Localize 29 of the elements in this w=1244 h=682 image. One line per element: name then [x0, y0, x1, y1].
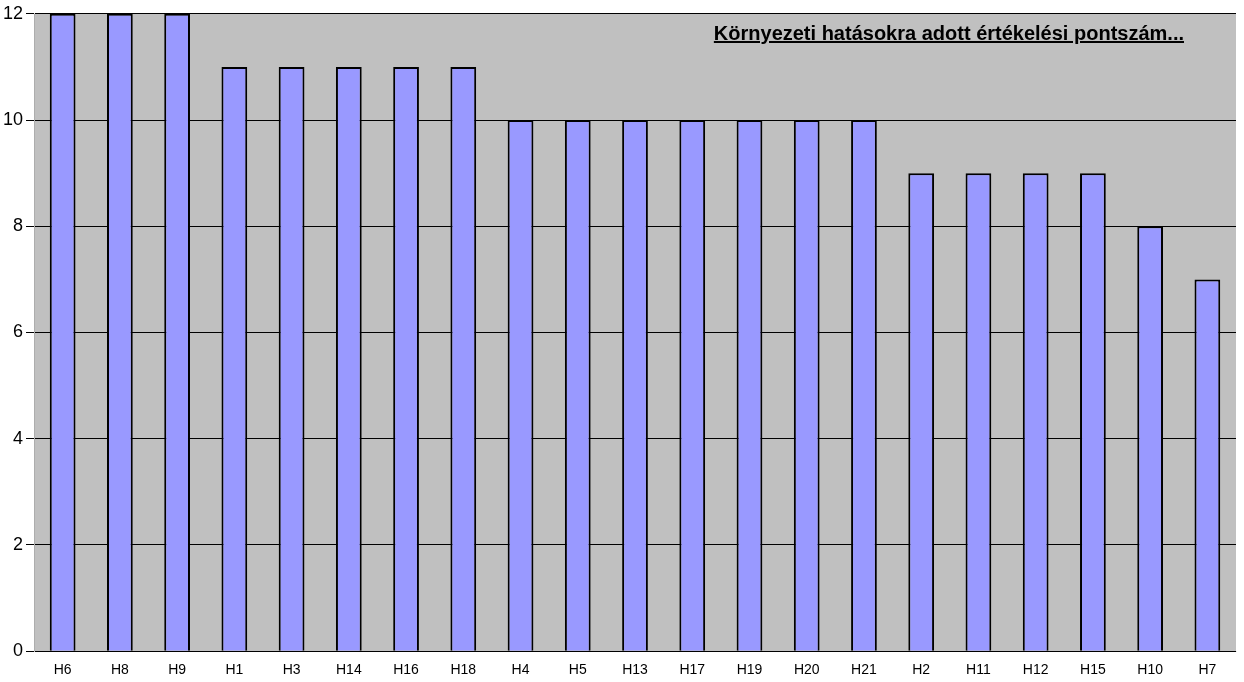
chart-title: Környezeti hatásokra adott értékelési pontszám...: [713, 22, 1184, 45]
x-tick-label: H19: [736, 661, 763, 678]
x-tick-label: H14: [335, 661, 362, 678]
x-tick-label: H9: [168, 661, 187, 678]
y-tick-label: 6: [13, 321, 24, 342]
x-tick-label: H18: [450, 661, 477, 678]
x-tick-label: H2: [912, 661, 931, 678]
x-tick-label: H5: [568, 661, 587, 678]
y-tick-label: 12: [2, 2, 24, 23]
x-tick-label: H13: [622, 661, 649, 678]
y-tick-label: 8: [13, 215, 24, 236]
y-tick-label: 4: [13, 427, 24, 448]
x-tick-label: H6: [53, 661, 72, 678]
y-tick-label: 10: [2, 109, 24, 129]
x-tick-label: H21: [851, 661, 878, 678]
x-tick-label: H16: [393, 661, 420, 678]
x-tick-label: H10: [1137, 661, 1164, 678]
x-tick-label: H4: [511, 661, 530, 678]
x-tick-label: H8: [110, 661, 130, 678]
x-tick-label: H15: [1080, 661, 1106, 678]
y-tick-label: 0: [13, 640, 24, 661]
x-tick-label: H7: [1198, 661, 1217, 678]
x-tick-label: H11: [966, 661, 991, 678]
y-tick-label: 2: [13, 533, 24, 554]
x-tick-label: H1: [225, 661, 244, 678]
x-tick-label: H3: [282, 661, 301, 678]
x-tick-label: H12: [1022, 661, 1049, 678]
x-tick-label: H20: [793, 661, 820, 678]
x-tick-label: H17: [679, 661, 706, 678]
